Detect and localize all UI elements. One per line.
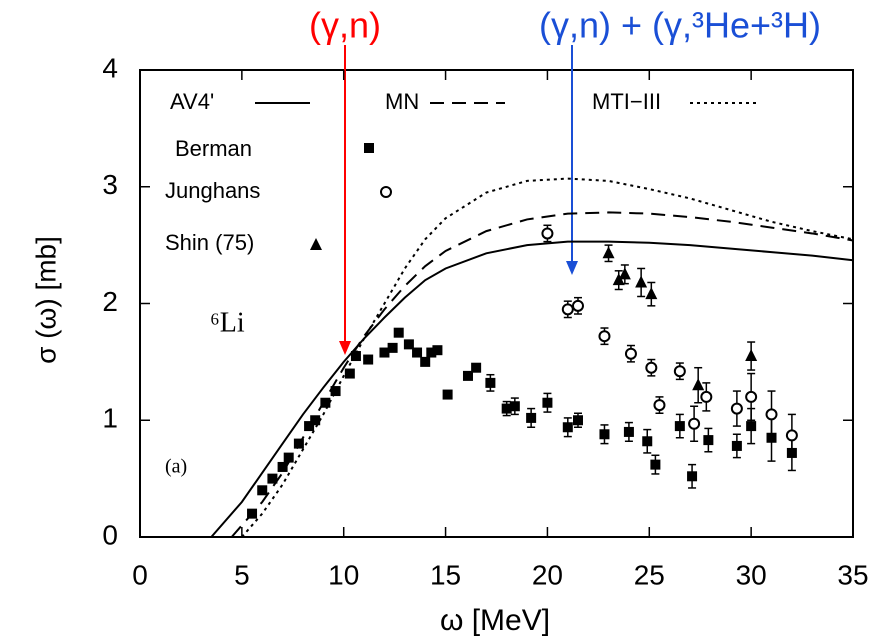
marker [432,345,443,356]
x-tick-label: 30 [736,559,767,590]
marker [602,246,615,259]
marker [571,299,584,312]
curve [241,177,854,538]
marker [542,397,553,408]
marker [267,473,278,484]
x-tick-label: 0 [132,559,148,590]
x-tick-label: 5 [234,559,250,590]
marker [344,368,355,379]
marker [700,390,713,403]
marker [687,471,698,482]
marker [412,347,423,358]
marker [730,402,743,415]
marker [387,342,398,353]
marker [426,347,437,358]
x-tick-label: 10 [328,559,359,590]
marker [624,347,637,360]
annotation: (γ,n) [309,5,381,46]
legend-label: Junghans [165,178,260,203]
marker [703,435,714,446]
marker [562,422,573,433]
marker [561,303,574,316]
x-tick-label: 20 [532,559,563,590]
y-tick-label: 3 [102,169,118,200]
marker [541,227,554,240]
marker [645,287,658,300]
marker [645,361,658,374]
legend-label: Berman [175,136,252,161]
marker [623,426,634,437]
legend-swatch [310,238,322,250]
y-tick-label: 2 [102,286,118,317]
y-tick-label: 4 [102,52,118,83]
marker [765,408,778,421]
annotation: (γ,n) + (γ,³He+³H) [539,5,821,46]
marker [379,347,390,358]
marker [420,356,431,367]
curve [210,240,854,538]
marker [746,421,757,432]
marker [673,365,686,378]
annotation-arrowhead [339,341,351,355]
marker [471,362,482,373]
marker [293,438,304,449]
legend-label: AV4' [170,89,214,114]
marker [501,403,512,414]
marker [599,429,610,440]
marker [692,378,705,391]
annotation-arrowhead [566,261,578,275]
marker [598,330,611,343]
annotation: ⁶Li [210,307,245,338]
marker [650,459,661,470]
marker [745,390,758,403]
marker [283,452,294,463]
curve [230,211,854,538]
marker [642,436,653,447]
y-tick-label: 1 [102,403,118,434]
marker [509,401,520,412]
marker [731,440,742,451]
marker [403,339,414,350]
marker [618,267,631,280]
legend-swatch [364,143,374,153]
marker [688,417,701,430]
marker [572,415,583,426]
annotation: (a) [165,456,187,478]
marker [635,275,648,288]
marker [304,421,315,432]
marker [330,386,341,397]
legend-label: MTI−III [592,89,661,114]
x-tick-label: 35 [837,559,868,590]
x-axis-title: ω [MeV] [440,604,550,637]
marker [247,508,258,519]
marker [310,415,321,426]
x-tick-label: 15 [430,559,461,590]
marker [612,273,625,286]
marker [363,354,374,365]
marker [320,397,331,408]
marker [257,485,268,496]
marker [393,327,404,338]
marker [485,377,496,388]
marker [653,399,666,412]
legend-swatch [380,186,392,198]
legend-label: MN [385,89,419,114]
marker [462,370,473,381]
marker [277,461,288,472]
y-tick-label: 0 [102,519,118,550]
marker [526,412,537,423]
marker [442,389,453,400]
x-tick-label: 25 [634,559,665,590]
marker [350,351,361,362]
marker [745,349,758,362]
marker [785,429,798,442]
marker [674,421,685,432]
legend-label: Shin (75) [165,230,254,255]
y-axis-title: σ (ω) [mb] [30,236,61,364]
